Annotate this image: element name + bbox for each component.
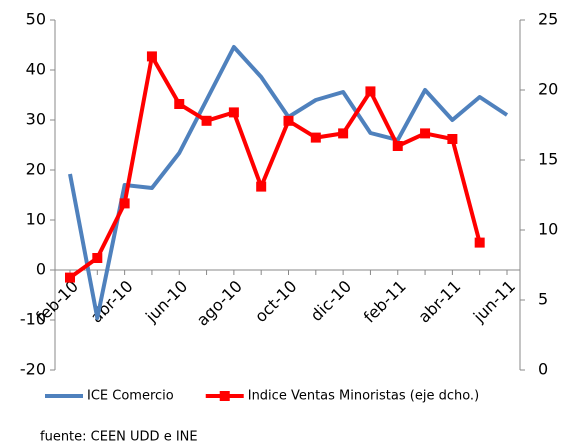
y-tick-label: -20 bbox=[20, 360, 46, 379]
y-tick-label: 0 bbox=[36, 260, 46, 279]
marker bbox=[92, 253, 103, 263]
x-tick-label: feb-10 bbox=[32, 277, 82, 327]
legend-label: Indice Ventas Minoristas (eje dcho.) bbox=[248, 389, 479, 404]
x-tick-label: abr-11 bbox=[414, 277, 464, 327]
source-note: fuente: CEEN UDD e INE bbox=[40, 430, 198, 445]
y2-tick-label: 10 bbox=[538, 220, 558, 239]
marker bbox=[256, 181, 267, 192]
marker bbox=[392, 141, 403, 151]
y2-tick-label: 5 bbox=[538, 290, 548, 309]
legend-label: ICE Comercio bbox=[87, 389, 174, 404]
y-tick-label: 50 bbox=[26, 10, 46, 29]
marker bbox=[420, 128, 431, 139]
y2-tick-label: 20 bbox=[538, 80, 558, 99]
marker bbox=[201, 115, 212, 126]
marker bbox=[447, 134, 458, 144]
marker bbox=[283, 115, 294, 126]
y2-tick-label: 0 bbox=[538, 360, 548, 379]
marker bbox=[119, 198, 130, 209]
y-tick-label: 20 bbox=[26, 160, 46, 179]
y2-tick-label: 25 bbox=[538, 10, 558, 29]
marker bbox=[365, 86, 376, 97]
y-tick-label: 30 bbox=[26, 110, 46, 129]
x-tick-label: jun-11 bbox=[469, 277, 519, 327]
series-line bbox=[68, 54, 482, 280]
y2-tick-label: 15 bbox=[538, 150, 558, 169]
marker bbox=[146, 51, 157, 62]
y-tick-label: -10 bbox=[20, 310, 46, 329]
series-line bbox=[68, 45, 509, 320]
marker bbox=[310, 132, 321, 143]
x-tick-label: ago-10 bbox=[193, 277, 246, 330]
marker bbox=[174, 99, 185, 109]
x-tick-label: dic-10 bbox=[307, 277, 355, 325]
marker bbox=[65, 272, 75, 283]
y-tick-label: 10 bbox=[26, 210, 46, 229]
marker bbox=[338, 128, 349, 139]
x-tick-label: feb-11 bbox=[360, 277, 410, 327]
x-tick-label: oct-10 bbox=[251, 277, 300, 326]
x-tick-label: jun-10 bbox=[141, 277, 191, 327]
marker bbox=[474, 237, 485, 248]
legend-marker bbox=[219, 391, 230, 401]
y-tick-label: 40 bbox=[26, 60, 46, 79]
marker bbox=[228, 107, 239, 118]
